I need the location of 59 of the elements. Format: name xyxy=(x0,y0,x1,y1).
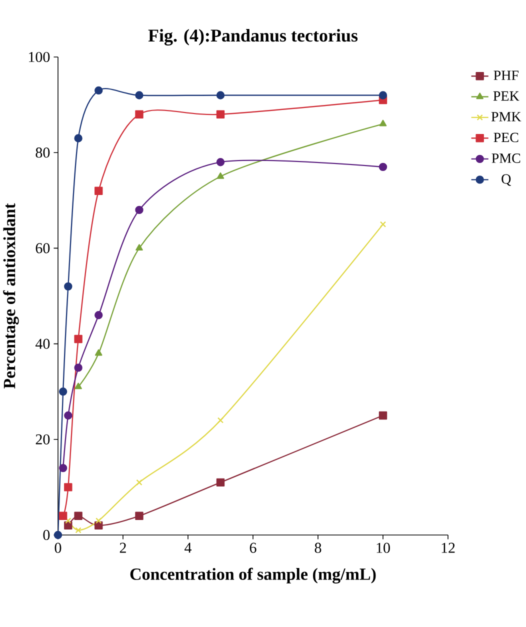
point xyxy=(64,282,72,291)
point xyxy=(94,186,103,195)
point xyxy=(94,349,102,356)
legend-label: PMK xyxy=(491,112,522,122)
point xyxy=(216,110,225,118)
point xyxy=(64,521,72,530)
legend-label: PHF xyxy=(494,70,518,80)
point xyxy=(74,134,82,142)
point xyxy=(378,411,388,420)
legend-label: PEK xyxy=(493,91,520,101)
point xyxy=(58,388,68,396)
point xyxy=(58,512,68,520)
point xyxy=(135,512,144,520)
point xyxy=(74,382,82,390)
point xyxy=(136,244,143,251)
point xyxy=(74,512,82,520)
point xyxy=(135,206,144,214)
x-tick-label: 10 xyxy=(376,542,390,553)
point xyxy=(380,221,386,228)
point xyxy=(135,110,144,118)
y-tick-label: 100 xyxy=(29,52,50,62)
point xyxy=(216,158,225,166)
chart-title: Fig. (4):Pandanus tectorius xyxy=(148,28,358,46)
x-tick-label: 8 xyxy=(314,542,322,553)
point xyxy=(75,527,82,534)
legend-label: PMC xyxy=(492,154,520,163)
x-tick-label: 12 xyxy=(442,542,455,553)
y-tick-label: 20 xyxy=(36,434,50,444)
point xyxy=(54,530,62,540)
x-axis-title: Concentration of sample (mg/mL) xyxy=(130,568,376,584)
x-tick-label: 2 xyxy=(120,542,126,553)
y-tick-label: 60 xyxy=(36,243,50,254)
point xyxy=(74,334,82,344)
point xyxy=(216,91,225,100)
legend-label: PEC xyxy=(494,132,518,142)
point xyxy=(74,364,82,372)
point xyxy=(96,518,102,524)
y-tick-label: 0 xyxy=(43,530,50,540)
point xyxy=(65,518,72,524)
point xyxy=(378,91,388,100)
x-tick-label: 0 xyxy=(54,542,62,553)
point xyxy=(94,311,103,320)
point xyxy=(64,411,72,420)
point xyxy=(94,86,103,95)
point xyxy=(379,120,387,126)
y-axis-title: Percentage of antioxidant xyxy=(3,203,19,389)
point xyxy=(64,483,72,492)
y-tick-label: 40 xyxy=(35,338,50,349)
x-tick-label: 4 xyxy=(184,542,192,553)
y-tick-label: 80 xyxy=(36,148,50,158)
point xyxy=(136,479,142,486)
legend-label: Q xyxy=(502,174,511,186)
point xyxy=(135,91,144,100)
x-tick-label: 6 xyxy=(250,542,256,553)
point xyxy=(217,417,224,424)
point xyxy=(216,172,224,179)
point xyxy=(58,464,68,472)
point xyxy=(216,478,225,487)
point xyxy=(378,162,388,172)
